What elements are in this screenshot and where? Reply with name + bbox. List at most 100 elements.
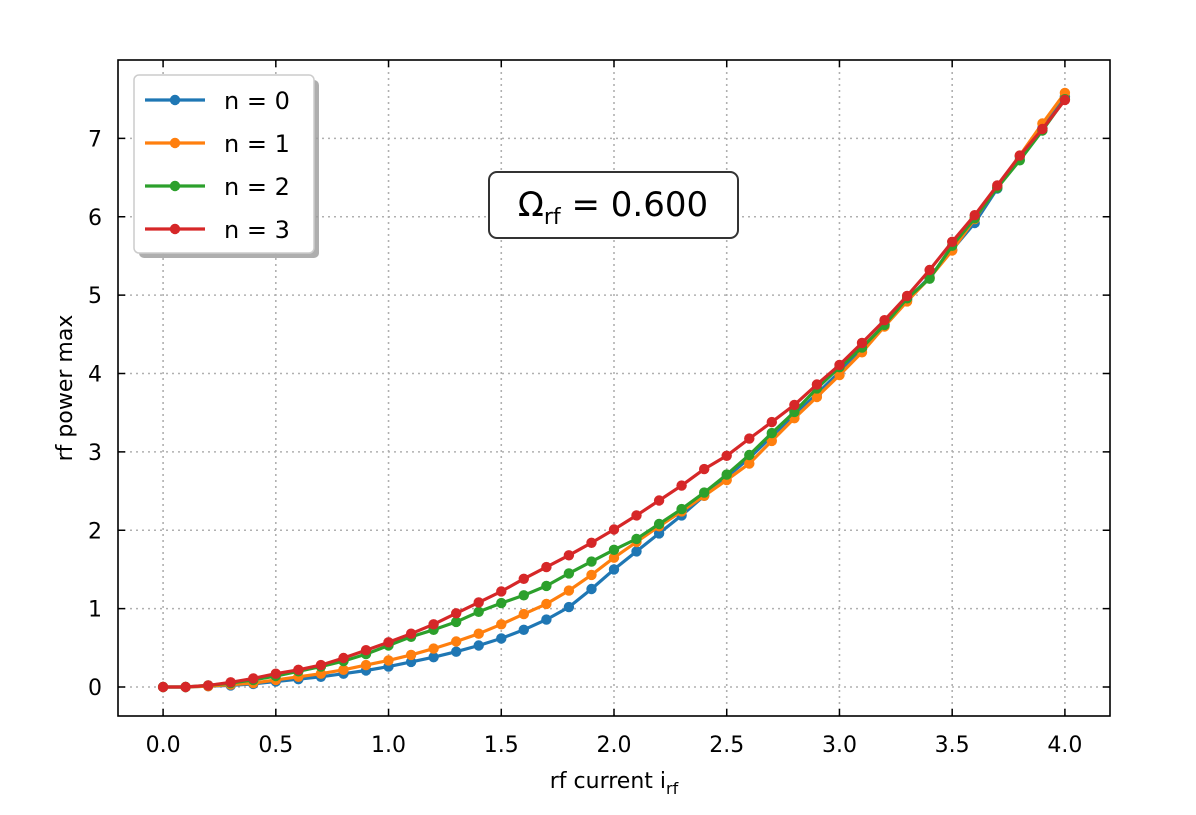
data-point <box>248 673 259 684</box>
y-tick-label: 2 <box>88 519 102 544</box>
data-point <box>924 264 935 276</box>
legend-swatch-marker <box>169 223 181 235</box>
data-point <box>586 583 597 595</box>
data-point <box>901 290 913 302</box>
data-point <box>699 487 710 498</box>
data-point <box>563 550 575 561</box>
data-point <box>451 646 462 657</box>
data-point <box>563 568 575 579</box>
data-point <box>473 606 484 617</box>
data-point <box>721 450 732 461</box>
data-point <box>270 668 281 679</box>
data-point <box>180 681 191 693</box>
legend-label: n = 2 <box>224 173 290 201</box>
data-point <box>518 608 529 620</box>
data-point <box>473 640 484 651</box>
data-point <box>496 633 507 644</box>
data-point <box>518 624 529 635</box>
data-point <box>428 619 439 630</box>
data-point <box>496 586 507 597</box>
x-axis-label: rf current irf <box>550 769 679 798</box>
y-tick-label: 7 <box>88 127 102 152</box>
data-point <box>766 427 777 439</box>
data-point <box>338 664 349 675</box>
data-point <box>811 391 823 403</box>
y-axis-label: rf power max <box>53 315 78 462</box>
y-tick-label: 6 <box>88 206 102 231</box>
x-tick-label: 1.5 <box>484 733 519 758</box>
annotation-frame <box>488 171 739 239</box>
data-point <box>473 628 484 639</box>
data-point <box>631 510 642 521</box>
annotation-value: = 0.600 <box>561 185 708 225</box>
x-axis-label-subscript: rf <box>666 779 679 798</box>
data-point <box>157 681 169 693</box>
data-point <box>992 180 1003 191</box>
data-point <box>608 564 620 575</box>
data-point <box>541 561 552 573</box>
data-point <box>586 537 597 548</box>
series-layer <box>157 87 1071 693</box>
data-point <box>789 399 800 411</box>
x-tick-label: 0.0 <box>146 733 181 758</box>
data-point <box>405 628 417 639</box>
data-point <box>653 518 665 530</box>
data-point <box>879 315 890 326</box>
data-point <box>451 636 462 647</box>
legend-label: n = 0 <box>224 87 290 115</box>
data-point <box>969 210 980 221</box>
data-point <box>203 680 214 691</box>
data-point <box>924 273 935 284</box>
data-point <box>541 598 552 610</box>
x-tick-label: 3.0 <box>822 733 857 758</box>
legend-entry: n = 1 <box>145 130 290 158</box>
legend: n = 0 n = 1 n = 2 n = 3 <box>133 74 319 258</box>
data-point <box>744 449 755 461</box>
data-point <box>1059 94 1071 106</box>
data-point <box>405 649 417 661</box>
y-tick-label: 5 <box>88 284 102 309</box>
data-point <box>473 597 484 608</box>
legend-entry: n = 2 <box>145 173 290 201</box>
y-tick-label: 0 <box>88 676 102 701</box>
data-point <box>608 524 620 535</box>
data-point <box>225 677 236 688</box>
data-point <box>834 369 845 381</box>
y-tick-label: 4 <box>88 363 102 388</box>
data-point <box>541 614 552 625</box>
data-point <box>721 469 732 480</box>
legend-swatch-marker <box>169 94 181 106</box>
annotation-box: Ωrf = 0.600 <box>488 171 739 239</box>
y-tick-label: 1 <box>88 598 102 623</box>
legend-swatch-marker <box>169 137 181 149</box>
x-tick-label: 1.0 <box>371 733 406 758</box>
legend-swatch-marker <box>169 180 181 192</box>
data-point <box>541 580 552 592</box>
data-point <box>1014 150 1025 161</box>
series-3 <box>157 94 1071 693</box>
annotation-subscript: rf <box>544 205 562 230</box>
data-point <box>856 337 868 349</box>
data-point <box>428 652 439 663</box>
data-point <box>451 608 462 619</box>
data-point <box>293 664 304 675</box>
x-tick-label: 3.5 <box>935 733 970 758</box>
data-point <box>834 359 845 371</box>
x-tick-label: 2.5 <box>709 733 744 758</box>
data-point <box>383 637 394 648</box>
data-point <box>631 533 642 545</box>
data-point <box>811 379 823 390</box>
data-point <box>631 546 642 557</box>
data-point <box>428 643 439 654</box>
x-tick-label: 4.0 <box>1047 733 1082 758</box>
data-point <box>496 597 507 609</box>
data-point <box>766 435 777 447</box>
data-point <box>608 552 620 563</box>
data-point <box>676 503 687 515</box>
legend-entry: n = 0 <box>145 87 290 115</box>
data-point <box>360 659 372 671</box>
data-point <box>676 480 687 491</box>
data-point <box>586 569 597 581</box>
data-point <box>451 616 462 628</box>
